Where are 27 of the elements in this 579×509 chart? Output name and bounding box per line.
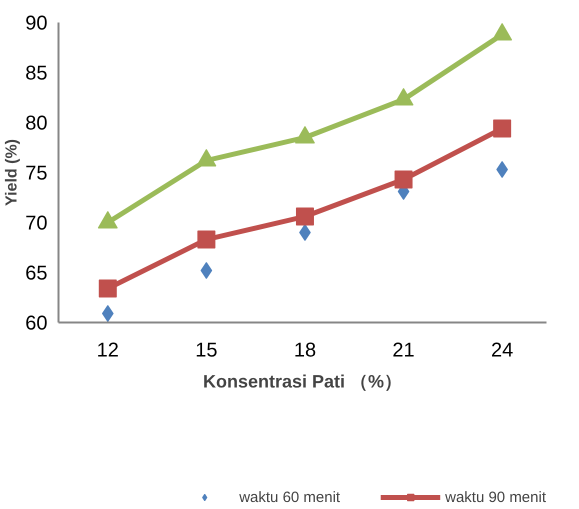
legend-label: waktu 90 menit [445, 488, 546, 506]
y-tick-label: 70 [25, 212, 48, 234]
y-tick-label: 60 [25, 312, 48, 334]
point [496, 161, 508, 178]
x-tick-label: 12 [96, 340, 119, 362]
x-tick-label: 21 [392, 340, 415, 362]
point [296, 208, 314, 226]
y-tick-label: 80 [25, 112, 48, 134]
legend-label: waktu 60 menit [239, 488, 340, 506]
point [98, 280, 117, 298]
point [200, 262, 212, 279]
x-tick-label: 24 [491, 340, 514, 362]
point [492, 23, 512, 40]
y-tick-label: 85 [25, 62, 48, 84]
point [197, 230, 216, 248]
x-tick-label: 18 [294, 340, 316, 362]
y-tick-label: 75 [25, 162, 48, 184]
point [102, 305, 114, 322]
x-tick-label: 15 [195, 340, 218, 362]
y-tick-label: 90 [25, 12, 48, 34]
point [294, 126, 315, 144]
y-tick-label: 65 [25, 262, 48, 284]
point [299, 224, 311, 241]
point [394, 170, 413, 188]
point [394, 88, 414, 106]
x-axis-title: Konsentrasi Pati （%） [202, 372, 402, 392]
y-axis-title: Yield (%) [3, 139, 20, 206]
